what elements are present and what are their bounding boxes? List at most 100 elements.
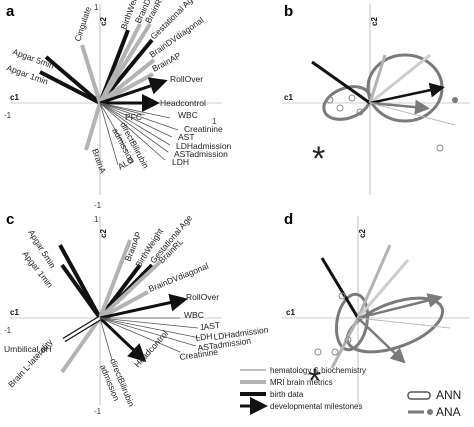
panel-a-c1-label: c1 bbox=[10, 93, 19, 102]
panel-d-vector-3 bbox=[356, 259, 410, 319]
panel-c-tick-left: -1 bbox=[4, 326, 12, 335]
panel-c-label-rollover: RollOver bbox=[186, 292, 219, 302]
panel-b-point-3 bbox=[348, 94, 356, 102]
panel-d-point-3 bbox=[331, 348, 339, 356]
panel-b-point-1 bbox=[326, 96, 334, 104]
panel-a-vector-alg bbox=[99, 102, 119, 166]
panel-b: b c1 c2 * bbox=[282, 3, 470, 195]
panel-d-letter: d bbox=[284, 211, 293, 228]
panel-a-label-headcontrol: Headcontrol bbox=[160, 98, 206, 108]
panel-c-label-ldh: LDH bbox=[195, 331, 213, 343]
panel-a-tick-right: 1 bbox=[212, 117, 217, 126]
panel-c-tick-top: 1 bbox=[94, 215, 99, 224]
panel-d-vector-4 bbox=[330, 317, 360, 369]
panel-b-c2-label: c2 bbox=[370, 17, 379, 26]
legend-label-ana: ANA bbox=[436, 405, 461, 419]
panel-c-c2-label: c2 bbox=[99, 229, 108, 238]
panel-c-vector-astadm bbox=[99, 317, 197, 347]
panel-d-vector-thin bbox=[357, 317, 451, 329]
panel-a-vector-brainrl bbox=[98, 22, 152, 105]
panel-a-vector-astadm bbox=[99, 102, 169, 153]
panel-a-tick-bottom: -1 bbox=[94, 201, 102, 210]
panel-d-point-2 bbox=[344, 336, 352, 344]
panel-c-vector-brainlat bbox=[60, 316, 102, 374]
panel-a-c2-label: c2 bbox=[99, 17, 108, 26]
legend-swatch-ana-dot bbox=[427, 409, 433, 415]
panel-d-star: * bbox=[308, 362, 321, 400]
panel-d-c2-label: c2 bbox=[358, 229, 367, 238]
panel-c-vector-apgar1 bbox=[60, 263, 102, 320]
panel-b-vector-1 bbox=[311, 60, 371, 105]
panel-c-label-umbph: Umbilical pH bbox=[4, 344, 52, 354]
panel-b-star: * bbox=[312, 140, 325, 178]
panel-c-tick-bottom: -1 bbox=[94, 407, 102, 416]
panel-b-point-2 bbox=[336, 104, 344, 112]
panel-c-c1-label: c1 bbox=[10, 308, 19, 317]
panel-a-vector-creatinine bbox=[99, 102, 179, 131]
panel-b-arrow-1 bbox=[369, 82, 445, 105]
legend-label-hemato: hematology & biochemistry bbox=[270, 366, 366, 375]
panel-c-vector-ast bbox=[99, 317, 199, 329]
panel-b-ellipse-ana bbox=[366, 53, 444, 123]
panel-c-arrow-rollover bbox=[99, 293, 188, 320]
panel-b-vector-thin bbox=[369, 102, 456, 126]
panel-c-label-creatinine: Creatinine bbox=[179, 347, 219, 362]
legend-label-ann: ANN bbox=[436, 388, 461, 402]
legend-swatch-ann bbox=[407, 391, 431, 400]
panel-c-vector-braindvdiag bbox=[99, 290, 149, 320]
panel-c-label-headcontrol: Headcontrol bbox=[132, 329, 170, 370]
panel-d-vector-1 bbox=[320, 257, 360, 319]
panel-d-arrow-2 bbox=[357, 317, 406, 364]
panel-a-label-rollover: RollOver bbox=[170, 74, 203, 84]
panel-a-vector-wbc bbox=[99, 102, 171, 119]
panel-c-label-wbc: WBC bbox=[184, 310, 204, 320]
panel-c-label-ast: AST bbox=[203, 320, 221, 332]
panel-a-label-ast: AST bbox=[178, 132, 195, 142]
panel-c-vector-umbph-inner bbox=[63, 316, 101, 342]
panel-a-vector-cingulate bbox=[80, 44, 102, 104]
panel-c: c c1 c2 1 -1 1 -1 Apgar 5min Apgar 1min … bbox=[4, 211, 269, 416]
panel-a-label-astadm: ASTadmission bbox=[174, 149, 228, 159]
panel-a-vector-apgar5 bbox=[44, 55, 102, 105]
panel-b-c1-label: c1 bbox=[284, 93, 293, 102]
panel-b-point-6 bbox=[452, 97, 458, 103]
panel-a-label-cingulate: Cingulate bbox=[72, 5, 93, 43]
panel-c-vector-brainrl bbox=[98, 260, 162, 320]
panel-d-c1-label: c1 bbox=[286, 308, 295, 317]
panel-a-vector-braina bbox=[84, 102, 102, 151]
panel-c-letter: c bbox=[6, 211, 14, 228]
panel-b-arrow-2 bbox=[369, 99, 430, 115]
panel-d-point-1 bbox=[338, 292, 346, 300]
panel-a-label-creatinine: Creatinine bbox=[184, 124, 223, 134]
panel-a-vector-apgar1 bbox=[39, 70, 101, 105]
panel-a-vector-ast bbox=[99, 102, 173, 138]
panel-c-vector-bilirubin bbox=[99, 317, 113, 361]
panel-a-vector-ldh bbox=[99, 102, 166, 161]
panel-b-vector-2 bbox=[368, 54, 387, 104]
panel-a-arrow-rollover bbox=[99, 77, 168, 105]
panel-c-vector-brainap bbox=[98, 239, 132, 319]
panel-c-tick-right: 1 bbox=[200, 323, 205, 332]
panel-a-vector-bilirubin bbox=[99, 102, 129, 153]
panel-d-point-4 bbox=[314, 348, 322, 356]
panel-b-vector-3 bbox=[369, 53, 431, 105]
panel-d-vector-2 bbox=[356, 244, 392, 319]
panel-a-label-ldhadm: LDHadmission bbox=[176, 141, 232, 151]
panel-a-vector-ldhadm bbox=[99, 102, 171, 146]
panel-c-vector-creatinine bbox=[99, 317, 181, 353]
legend-label-mri: MRI brain metrics bbox=[270, 378, 333, 387]
panel-a-tick-left: -1 bbox=[4, 111, 12, 120]
panel-d: d c1 c2 * bbox=[282, 211, 470, 405]
panel-a-label-pfc: PFC bbox=[125, 112, 142, 122]
panel-b-point-5 bbox=[436, 144, 444, 152]
panel-c-vector-ldh bbox=[99, 317, 201, 339]
panel-a: a c1 c2 1 -1 1 -1 Apgar 5min Ap bbox=[4, 0, 232, 210]
panel-a-label-braina: BrainA bbox=[90, 147, 108, 175]
panel-a-vector-brainap bbox=[99, 72, 154, 105]
panel-d-ellipse-ann bbox=[334, 292, 370, 352]
panel-b-letter: b bbox=[284, 3, 293, 20]
panel-c-arrow-headcontrol bbox=[98, 316, 147, 363]
legend: hematology & biochemistry MRI brain metr… bbox=[240, 366, 461, 419]
